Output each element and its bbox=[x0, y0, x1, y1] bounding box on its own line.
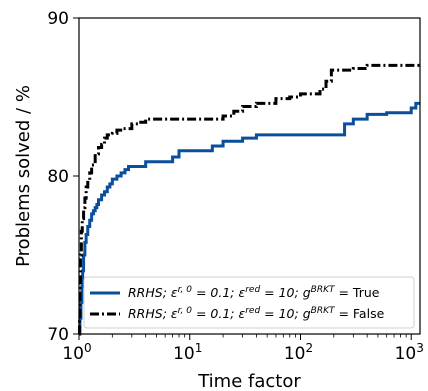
y-tick-label: 80 bbox=[47, 167, 69, 187]
x-axis-label: Time factor bbox=[197, 371, 301, 391]
y-axis-label: Problems solved / % bbox=[13, 85, 34, 267]
x-tick-label: 102 bbox=[284, 341, 313, 364]
legend-label-true: RRHS; εr, 0 = 0.1; εred = 10; gBRKT = Tr… bbox=[128, 285, 380, 300]
x-tick-label: 100 bbox=[62, 341, 91, 364]
x-tick-label: 101 bbox=[173, 341, 202, 364]
y-tick-label: 90 bbox=[47, 9, 69, 29]
series-line-true bbox=[78, 101, 420, 336]
ticks-layer: 100 101 102 103 70 80 90 bbox=[47, 9, 424, 364]
series-layer bbox=[77, 63, 420, 336]
legend-label-false: RRHS; εr, 0 = 0.1; εred = 10; gBRKT = Fa… bbox=[128, 306, 385, 321]
x-tick-label: 103 bbox=[395, 341, 424, 364]
series-line-false bbox=[77, 63, 420, 336]
legend: RRHS; εr, 0 = 0.1; εred = 10; gBRKT = Tr… bbox=[83, 276, 415, 329]
y-tick-label: 70 bbox=[47, 325, 69, 345]
legend-box bbox=[83, 276, 415, 329]
